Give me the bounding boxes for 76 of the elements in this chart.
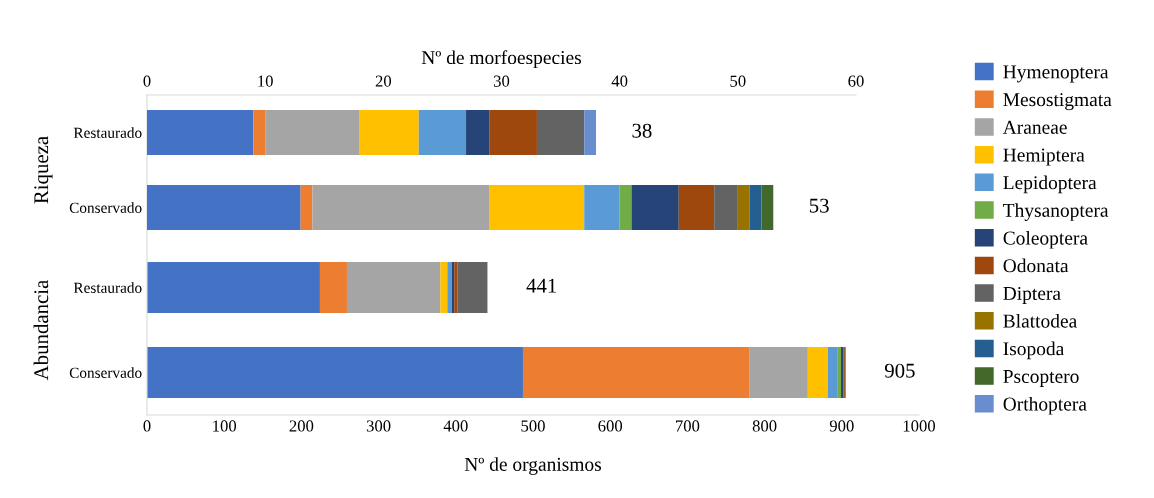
- legend-label: Lepidoptera: [1003, 175, 1097, 194]
- x2-tick-label: 60: [848, 75, 864, 87]
- bar: [300, 185, 313, 230]
- bar: [265, 110, 360, 155]
- legend-label: Diptera: [1003, 286, 1061, 304]
- bar: [522, 347, 750, 398]
- legend-label: Hymenoptera: [1003, 65, 1109, 83]
- y-axis-title: Abundancia: [33, 279, 49, 381]
- x-tick-label: 200: [289, 420, 314, 432]
- bar: [631, 185, 679, 230]
- x-tick-label: 500: [521, 420, 545, 432]
- bar: [678, 185, 715, 230]
- bar: [440, 262, 448, 313]
- y-axis-title: Riqueza: [34, 136, 53, 204]
- x-tick-label: 700: [676, 420, 700, 432]
- bar: [346, 262, 441, 313]
- bar: [807, 347, 828, 398]
- bar: [619, 185, 632, 230]
- legend-label: Isopoda: [1003, 341, 1065, 360]
- legend-label: Odonata: [1003, 258, 1069, 273]
- legend-label: Orthoptera: [1003, 396, 1087, 415]
- legend-label: Hemiptera: [1003, 148, 1085, 166]
- bar: [312, 185, 490, 230]
- x-axis-title: Nº de organismos: [464, 457, 602, 475]
- x-tick-label: 800: [752, 420, 777, 432]
- legend-label: Mesostigmata: [1003, 93, 1112, 111]
- bar: [418, 110, 467, 155]
- total-label: 905: [884, 363, 915, 378]
- bar: [827, 347, 838, 398]
- total-label: 38: [632, 123, 652, 138]
- x2-axis-title: Nº de morfoespecies: [421, 50, 582, 69]
- bar: [837, 347, 842, 398]
- x-tick-label: 600: [598, 420, 623, 432]
- bar: [147, 110, 254, 155]
- x2-tick-label: 20: [375, 75, 392, 87]
- bar: [447, 262, 452, 313]
- bar: [761, 185, 774, 230]
- bar: [536, 110, 585, 155]
- x-tick-label: 400: [443, 420, 468, 432]
- x-tick-label: 900: [829, 420, 854, 432]
- y-tick-label: Restaurado: [73, 127, 142, 138]
- y-tick-label: Conservado: [69, 202, 142, 213]
- total-label: 53: [809, 198, 829, 213]
- bar: [749, 347, 808, 398]
- y-tick-label: Conservado: [69, 367, 142, 378]
- bar: [584, 110, 597, 155]
- x-tick-label: 1000: [903, 420, 936, 432]
- bar: [319, 262, 347, 313]
- x2-tick-label: 30: [493, 75, 510, 87]
- bar: [147, 262, 320, 313]
- y-tick-label: Restaurado: [73, 282, 142, 293]
- legend-label: Blattodea: [1003, 313, 1077, 328]
- x2-tick-label: 50: [730, 75, 746, 87]
- legend-label: Thysanoptera: [1003, 203, 1109, 221]
- bar: [489, 110, 537, 155]
- bar: [584, 185, 620, 230]
- bar: [253, 110, 266, 155]
- legend-label: Araneae: [1002, 120, 1067, 134]
- legend-label: Coleoptera: [1003, 230, 1088, 249]
- legend-label: Pscoptero: [1003, 370, 1079, 387]
- bar: [749, 185, 762, 230]
- x2-tick-label: 40: [611, 75, 628, 87]
- bar: [359, 110, 419, 155]
- x2-tick-label: 10: [258, 75, 273, 87]
- x2-tick-label: 0: [143, 75, 151, 87]
- bar: [714, 185, 738, 230]
- bar: [147, 185, 301, 230]
- bar: [466, 110, 490, 155]
- x-tick-label: 300: [366, 420, 391, 432]
- bar: [737, 185, 750, 230]
- bar: [147, 347, 523, 398]
- x-tick-label: 0: [143, 420, 151, 432]
- bar: [489, 185, 585, 230]
- bar: [457, 262, 488, 313]
- x-tick-label: 100: [213, 420, 237, 432]
- total-label: 441: [526, 278, 557, 293]
